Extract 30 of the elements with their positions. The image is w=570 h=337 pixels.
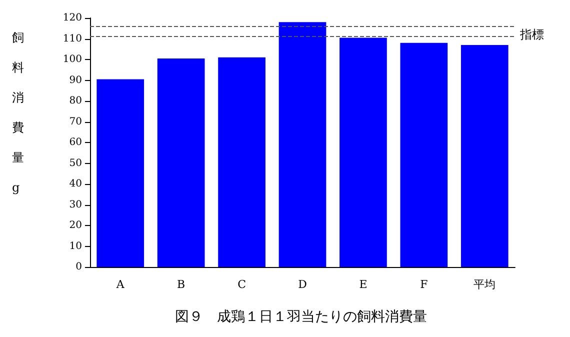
y-tick-label: 120 bbox=[62, 12, 82, 24]
y-tick-label: 70 bbox=[69, 116, 82, 128]
x-tick-label: 平均 bbox=[474, 278, 496, 291]
y-tick-label: 50 bbox=[69, 158, 82, 169]
bar bbox=[460, 44, 508, 267]
bar bbox=[157, 58, 205, 267]
bar bbox=[340, 38, 387, 267]
text: 図９ 成鶏１日１羽当たりの飼料消費量 bbox=[175, 309, 427, 325]
x-tick-label: A bbox=[115, 278, 126, 291]
y-tick-label: 100 bbox=[62, 54, 82, 65]
y-tick-label: 30 bbox=[69, 199, 82, 210]
bar bbox=[278, 22, 326, 267]
y-tick-label: 40 bbox=[69, 178, 82, 190]
x-tick-label: E bbox=[359, 278, 368, 291]
x-tick-label: F bbox=[420, 278, 428, 291]
y-tick-label: 110 bbox=[62, 33, 82, 44]
text: 飼料消費量 g bbox=[12, 30, 24, 194]
y-tick-label: 10 bbox=[69, 240, 82, 252]
y-tick-label: 80 bbox=[69, 96, 82, 106]
ref-line-label: 指標 bbox=[519, 27, 544, 42]
bar bbox=[218, 57, 266, 267]
bar bbox=[96, 79, 144, 267]
x-tick-label: D bbox=[298, 278, 308, 291]
y-tick-label: 0 bbox=[76, 262, 82, 272]
y-tick-label: 60 bbox=[69, 137, 82, 148]
y-tick-label: 20 bbox=[69, 220, 82, 231]
y-tick-label: 90 bbox=[69, 74, 82, 86]
x-tick-label: C bbox=[238, 278, 246, 291]
x-tick-label: B bbox=[177, 278, 186, 291]
bar bbox=[400, 42, 448, 267]
